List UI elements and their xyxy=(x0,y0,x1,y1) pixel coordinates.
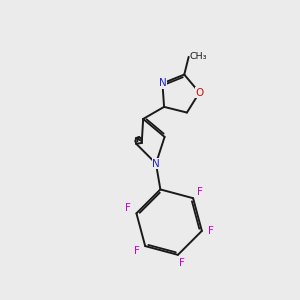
Text: F: F xyxy=(208,226,214,236)
Text: N: N xyxy=(159,78,166,88)
Text: O: O xyxy=(195,88,203,98)
Text: F: F xyxy=(125,203,131,213)
Text: F: F xyxy=(179,258,185,268)
Text: F: F xyxy=(196,187,202,197)
Text: F: F xyxy=(134,246,140,256)
Text: CH₃: CH₃ xyxy=(190,52,207,61)
Text: N: N xyxy=(152,158,160,169)
